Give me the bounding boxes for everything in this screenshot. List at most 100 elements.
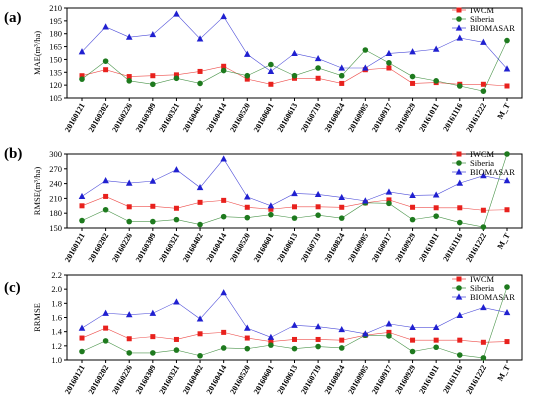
series-line-biomasar — [81, 13, 508, 72]
x-tick-label: 20161011 — [417, 232, 441, 264]
data-point-biomasar — [243, 193, 251, 200]
data-point-iwcm — [79, 73, 85, 79]
x-tick-label: 20161011 — [417, 102, 441, 134]
data-point-iwcm — [480, 81, 486, 87]
data-point-biomasar — [409, 323, 416, 331]
legend-marker — [456, 285, 462, 291]
data-point-biomasar — [243, 50, 251, 57]
x-tick-label: 20160309 — [134, 232, 158, 264]
y-axis-label: RMSE(m³/ha) — [32, 167, 42, 216]
data-point-iwcm — [386, 65, 392, 71]
data-point-iwcm — [504, 339, 510, 345]
data-point-siberia — [456, 83, 463, 89]
data-point-siberia — [197, 221, 203, 228]
data-point-biomasar — [362, 197, 369, 204]
data-point-biomasar — [362, 64, 369, 71]
x-tick-label: 20160402 — [181, 102, 205, 134]
x-tick-label: 20160929 — [393, 364, 417, 396]
data-point-biomasar — [102, 23, 109, 30]
x-tick-label: 20160917 — [370, 102, 394, 134]
data-point-siberia — [456, 219, 463, 226]
data-point-siberia — [480, 224, 487, 230]
data-point-siberia — [244, 214, 251, 221]
data-point-iwcm — [244, 335, 250, 341]
data-point-iwcm — [150, 334, 156, 340]
x-tick-label: 20160824 — [323, 102, 347, 134]
series-line-biomasar — [81, 292, 508, 338]
data-point-iwcm — [126, 74, 132, 80]
data-point-biomasar — [338, 64, 346, 71]
data-point-biomasar — [385, 49, 393, 57]
data-point-iwcm — [221, 197, 227, 203]
data-point-iwcm — [173, 72, 179, 78]
x-tick-label: 20160520 — [228, 364, 252, 396]
data-point-siberia — [173, 347, 180, 353]
data-point-biomasar — [267, 67, 275, 75]
data-point-biomasar — [456, 34, 464, 41]
data-point-biomasar — [338, 193, 346, 201]
x-tick-label: 20160202 — [87, 364, 111, 396]
data-point-biomasar — [173, 10, 180, 17]
data-point-biomasar — [220, 155, 227, 162]
x-tick-label: 20160905 — [346, 102, 370, 134]
data-point-iwcm — [457, 337, 463, 343]
x-tick-label: 20160905 — [346, 232, 370, 264]
data-point-siberia — [102, 338, 109, 344]
legend-label: IWCM — [470, 149, 495, 159]
data-point-siberia — [126, 218, 133, 225]
data-point-iwcm — [410, 337, 416, 343]
data-point-siberia — [268, 61, 274, 68]
legend-label: IWCM — [470, 274, 495, 284]
data-point-biomasar — [243, 324, 251, 331]
x-tick-label: 20160520 — [228, 232, 252, 264]
data-point-biomasar — [480, 303, 487, 311]
data-point-biomasar — [267, 202, 275, 209]
x-tick-label: 20161222 — [464, 364, 488, 396]
data-point-siberia — [433, 344, 439, 351]
data-point-siberia — [338, 345, 345, 351]
data-point-iwcm — [433, 337, 439, 343]
legend-label: BIOMASAR — [470, 167, 515, 177]
data-point-biomasar — [125, 33, 133, 40]
data-point-siberia — [126, 350, 133, 356]
data-point-iwcm — [221, 329, 227, 335]
y-tick-label: 2.2 — [51, 270, 62, 280]
data-point-iwcm — [126, 204, 132, 210]
data-point-biomasar — [291, 321, 298, 328]
y-tick-label: 135 — [49, 67, 62, 77]
x-tick-label: 20160613 — [275, 102, 299, 134]
data-point-iwcm — [339, 337, 345, 343]
data-point-biomasar — [196, 35, 204, 42]
x-tick-label: 20161222 — [464, 232, 488, 264]
data-point-biomasar — [362, 330, 369, 337]
data-point-biomasar — [432, 45, 440, 52]
legend-marker — [455, 24, 463, 31]
y-tick-label: 2.0 — [51, 284, 62, 294]
data-point-siberia — [315, 65, 321, 71]
data-point-iwcm — [103, 325, 109, 331]
data-point-biomasar — [149, 30, 157, 38]
legend-label: Siberia — [470, 283, 494, 293]
data-point-siberia — [504, 37, 510, 44]
data-point-biomasar — [78, 324, 86, 331]
x-tick-label: 20160121 — [63, 364, 87, 396]
data-point-biomasar — [125, 179, 133, 186]
data-point-biomasar — [385, 320, 393, 327]
data-point-siberia — [244, 345, 251, 352]
x-tick-label: 20161116 — [441, 364, 464, 395]
data-point-siberia — [433, 78, 439, 84]
y-tick-label: 1.6 — [51, 313, 62, 323]
x-tick-label: 20160719 — [299, 232, 323, 264]
x-tick-label: 20160824 — [323, 232, 347, 264]
data-point-siberia — [456, 352, 463, 358]
data-point-siberia — [291, 215, 298, 221]
data-point-biomasar — [314, 54, 322, 62]
x-tick-label: 20160121 — [63, 102, 87, 134]
x-tick-label: 20160402 — [181, 364, 205, 396]
y-axis-label: RRMSE — [32, 303, 42, 332]
data-point-iwcm — [457, 205, 463, 211]
x-tick-label: 20160917 — [370, 364, 394, 396]
y-tick-label: 180 — [49, 208, 62, 218]
